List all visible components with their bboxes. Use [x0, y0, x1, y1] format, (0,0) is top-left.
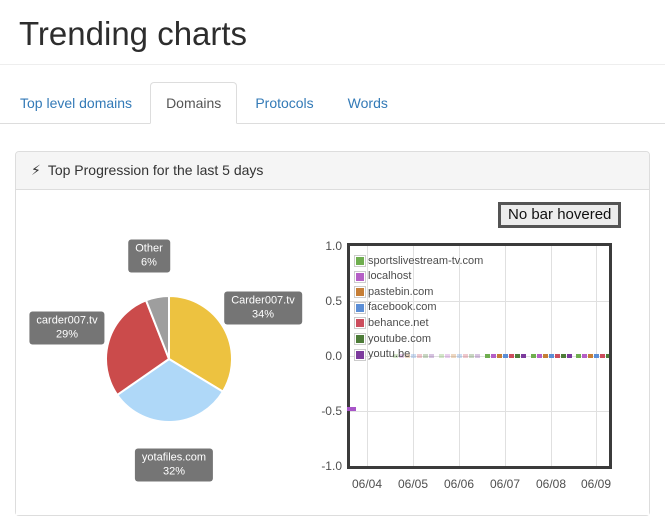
- legend-label: youtube.com: [368, 332, 431, 345]
- legend-label: pastebin.com: [368, 285, 434, 298]
- legend-swatch: [354, 333, 366, 346]
- y-tick-label: 0.0: [325, 349, 342, 364]
- bar-localhost[interactable]: [399, 354, 404, 359]
- tabs: Top level domains Domains Protocols Words: [0, 82, 665, 125]
- legend-swatch: [354, 317, 366, 330]
- pie-label-carder007-tv: Carder007.tv 34%: [224, 291, 302, 325]
- bar-youtu-be[interactable]: [521, 354, 526, 359]
- x-tick-label: 06/05: [397, 477, 429, 492]
- pie-label-yotafiles-com: yotafiles.com 32%: [134, 448, 214, 482]
- bar-pastebin-com[interactable]: [405, 354, 410, 359]
- bar-youtube-com[interactable]: [561, 354, 566, 359]
- bar-facebook-com[interactable]: [503, 354, 508, 359]
- pie-label-carder007-tv: carder007.tv 29%: [29, 311, 105, 345]
- x-tick-label: 06/06: [443, 477, 475, 492]
- x-tick-label: 06/04: [351, 477, 383, 492]
- bar-localhost[interactable]: [491, 354, 496, 359]
- pie-chart: [105, 295, 233, 424]
- top-progression-panel: ⚡ Top Progression for the last 5 days No …: [15, 151, 650, 517]
- hover-status-box: No bar hovered: [498, 202, 622, 229]
- legend-label: sportslivestream-tv.com: [368, 254, 484, 267]
- bar-pastebin-com[interactable]: [497, 354, 502, 359]
- x-tick-label: 06/09: [580, 477, 612, 492]
- bar-pastebin-com[interactable]: [543, 354, 548, 359]
- lightning-bolt-icon: ⚡: [31, 163, 41, 180]
- legend-item-behance-net: behance.net: [354, 316, 483, 332]
- tab-words[interactable]: Words: [347, 95, 388, 112]
- legend-swatch: [354, 270, 366, 283]
- page-title: Trending charts: [0, 0, 665, 66]
- bar-facebook-com[interactable]: [594, 354, 599, 359]
- tab-top-level-domains[interactable]: Top level domains: [20, 95, 133, 112]
- bar-sportslivestream-tv-com[interactable]: [576, 354, 581, 359]
- legend-item-localhost: localhost: [354, 269, 483, 285]
- legend-item-facebook-com: facebook.com: [354, 300, 483, 316]
- tab-domains[interactable]: Domains: [150, 82, 238, 125]
- legend-item-youtu-be: youtu.be: [354, 347, 483, 363]
- bar-sportslivestream-tv-com[interactable]: [531, 354, 536, 359]
- bar-youtu-be[interactable]: [567, 354, 572, 359]
- legend-swatch: [354, 286, 366, 299]
- bar-chart-plot: sportslivestream-tv.com localhost pastebin…: [347, 243, 612, 470]
- y-tick-label: -0.5: [321, 404, 342, 419]
- legend-label: localhost: [368, 270, 412, 283]
- panel-heading-label: Top Progression for the last 5 days: [47, 162, 264, 179]
- bar-youtube-com[interactable]: [515, 354, 520, 359]
- legend-item-pastebin-com: pastebin.com: [354, 284, 483, 300]
- bar-behance-net[interactable]: [600, 354, 605, 359]
- bar-behance-net[interactable]: [417, 354, 422, 359]
- bar-chart: sportslivestream-tv.com localhost pastebin…: [16, 190, 665, 515]
- bar-behance-net[interactable]: [463, 354, 468, 359]
- gridline: [350, 411, 609, 413]
- x-tick-label: 06/08: [535, 477, 567, 492]
- legend-item-youtube-com: youtube.com: [354, 331, 483, 347]
- bar-localhost[interactable]: [445, 354, 450, 359]
- bar-facebook-com[interactable]: [411, 354, 416, 359]
- bar-youtu-be[interactable]: [475, 354, 480, 359]
- chart-legend: sportslivestream-tv.com localhost pastebin…: [354, 253, 483, 362]
- bar-sportslivestream-tv-com[interactable]: [393, 354, 398, 359]
- bar-behance-net[interactable]: [509, 354, 514, 359]
- bar-facebook-com[interactable]: [457, 354, 462, 359]
- bar-edge-marker[interactable]: [347, 407, 356, 412]
- bar-youtube-com[interactable]: [469, 354, 474, 359]
- bar-pastebin-com[interactable]: [588, 354, 593, 359]
- legend-item-sportslivestream-tv-com: sportslivestream-tv.com: [354, 253, 483, 269]
- pie-slice-yotafiles-com[interactable]: [116, 358, 224, 424]
- bar-youtube-com[interactable]: [606, 354, 609, 359]
- pie-label-other: Other 6%: [128, 239, 170, 273]
- bar-facebook-com[interactable]: [549, 354, 554, 359]
- x-tick-label: 06/07: [489, 477, 521, 492]
- legend-label: behance.net: [368, 316, 429, 329]
- tab-protocols[interactable]: Protocols: [255, 95, 314, 112]
- bar-localhost[interactable]: [537, 354, 542, 359]
- bar-youtube-com[interactable]: [423, 354, 428, 359]
- legend-swatch: [354, 301, 366, 314]
- legend-label: facebook.com: [368, 301, 437, 314]
- gridline: [350, 356, 609, 358]
- legend-label: youtu.be: [368, 348, 411, 361]
- bar-sportslivestream-tv-com[interactable]: [439, 354, 444, 359]
- bar-youtu-be[interactable]: [429, 354, 434, 359]
- y-tick-label: -1.0: [321, 459, 342, 474]
- bar-sportslivestream-tv-com[interactable]: [485, 354, 490, 359]
- bar-behance-net[interactable]: [555, 354, 560, 359]
- gridline: [350, 301, 609, 303]
- pie-slice-other[interactable]: [145, 295, 170, 361]
- panel-body: No bar hovered sportslivestream-tv.com lo…: [16, 190, 649, 516]
- legend-swatch: [354, 348, 366, 361]
- y-tick-label: 0.5: [325, 294, 342, 309]
- bar-localhost[interactable]: [582, 354, 587, 359]
- legend-swatch: [354, 255, 366, 268]
- panel-heading: ⚡ Top Progression for the last 5 days: [16, 152, 649, 191]
- pie-slice-carder007-tv[interactable]: [105, 299, 170, 397]
- y-tick-label: 1.0: [325, 239, 342, 254]
- bar-pastebin-com[interactable]: [451, 354, 456, 359]
